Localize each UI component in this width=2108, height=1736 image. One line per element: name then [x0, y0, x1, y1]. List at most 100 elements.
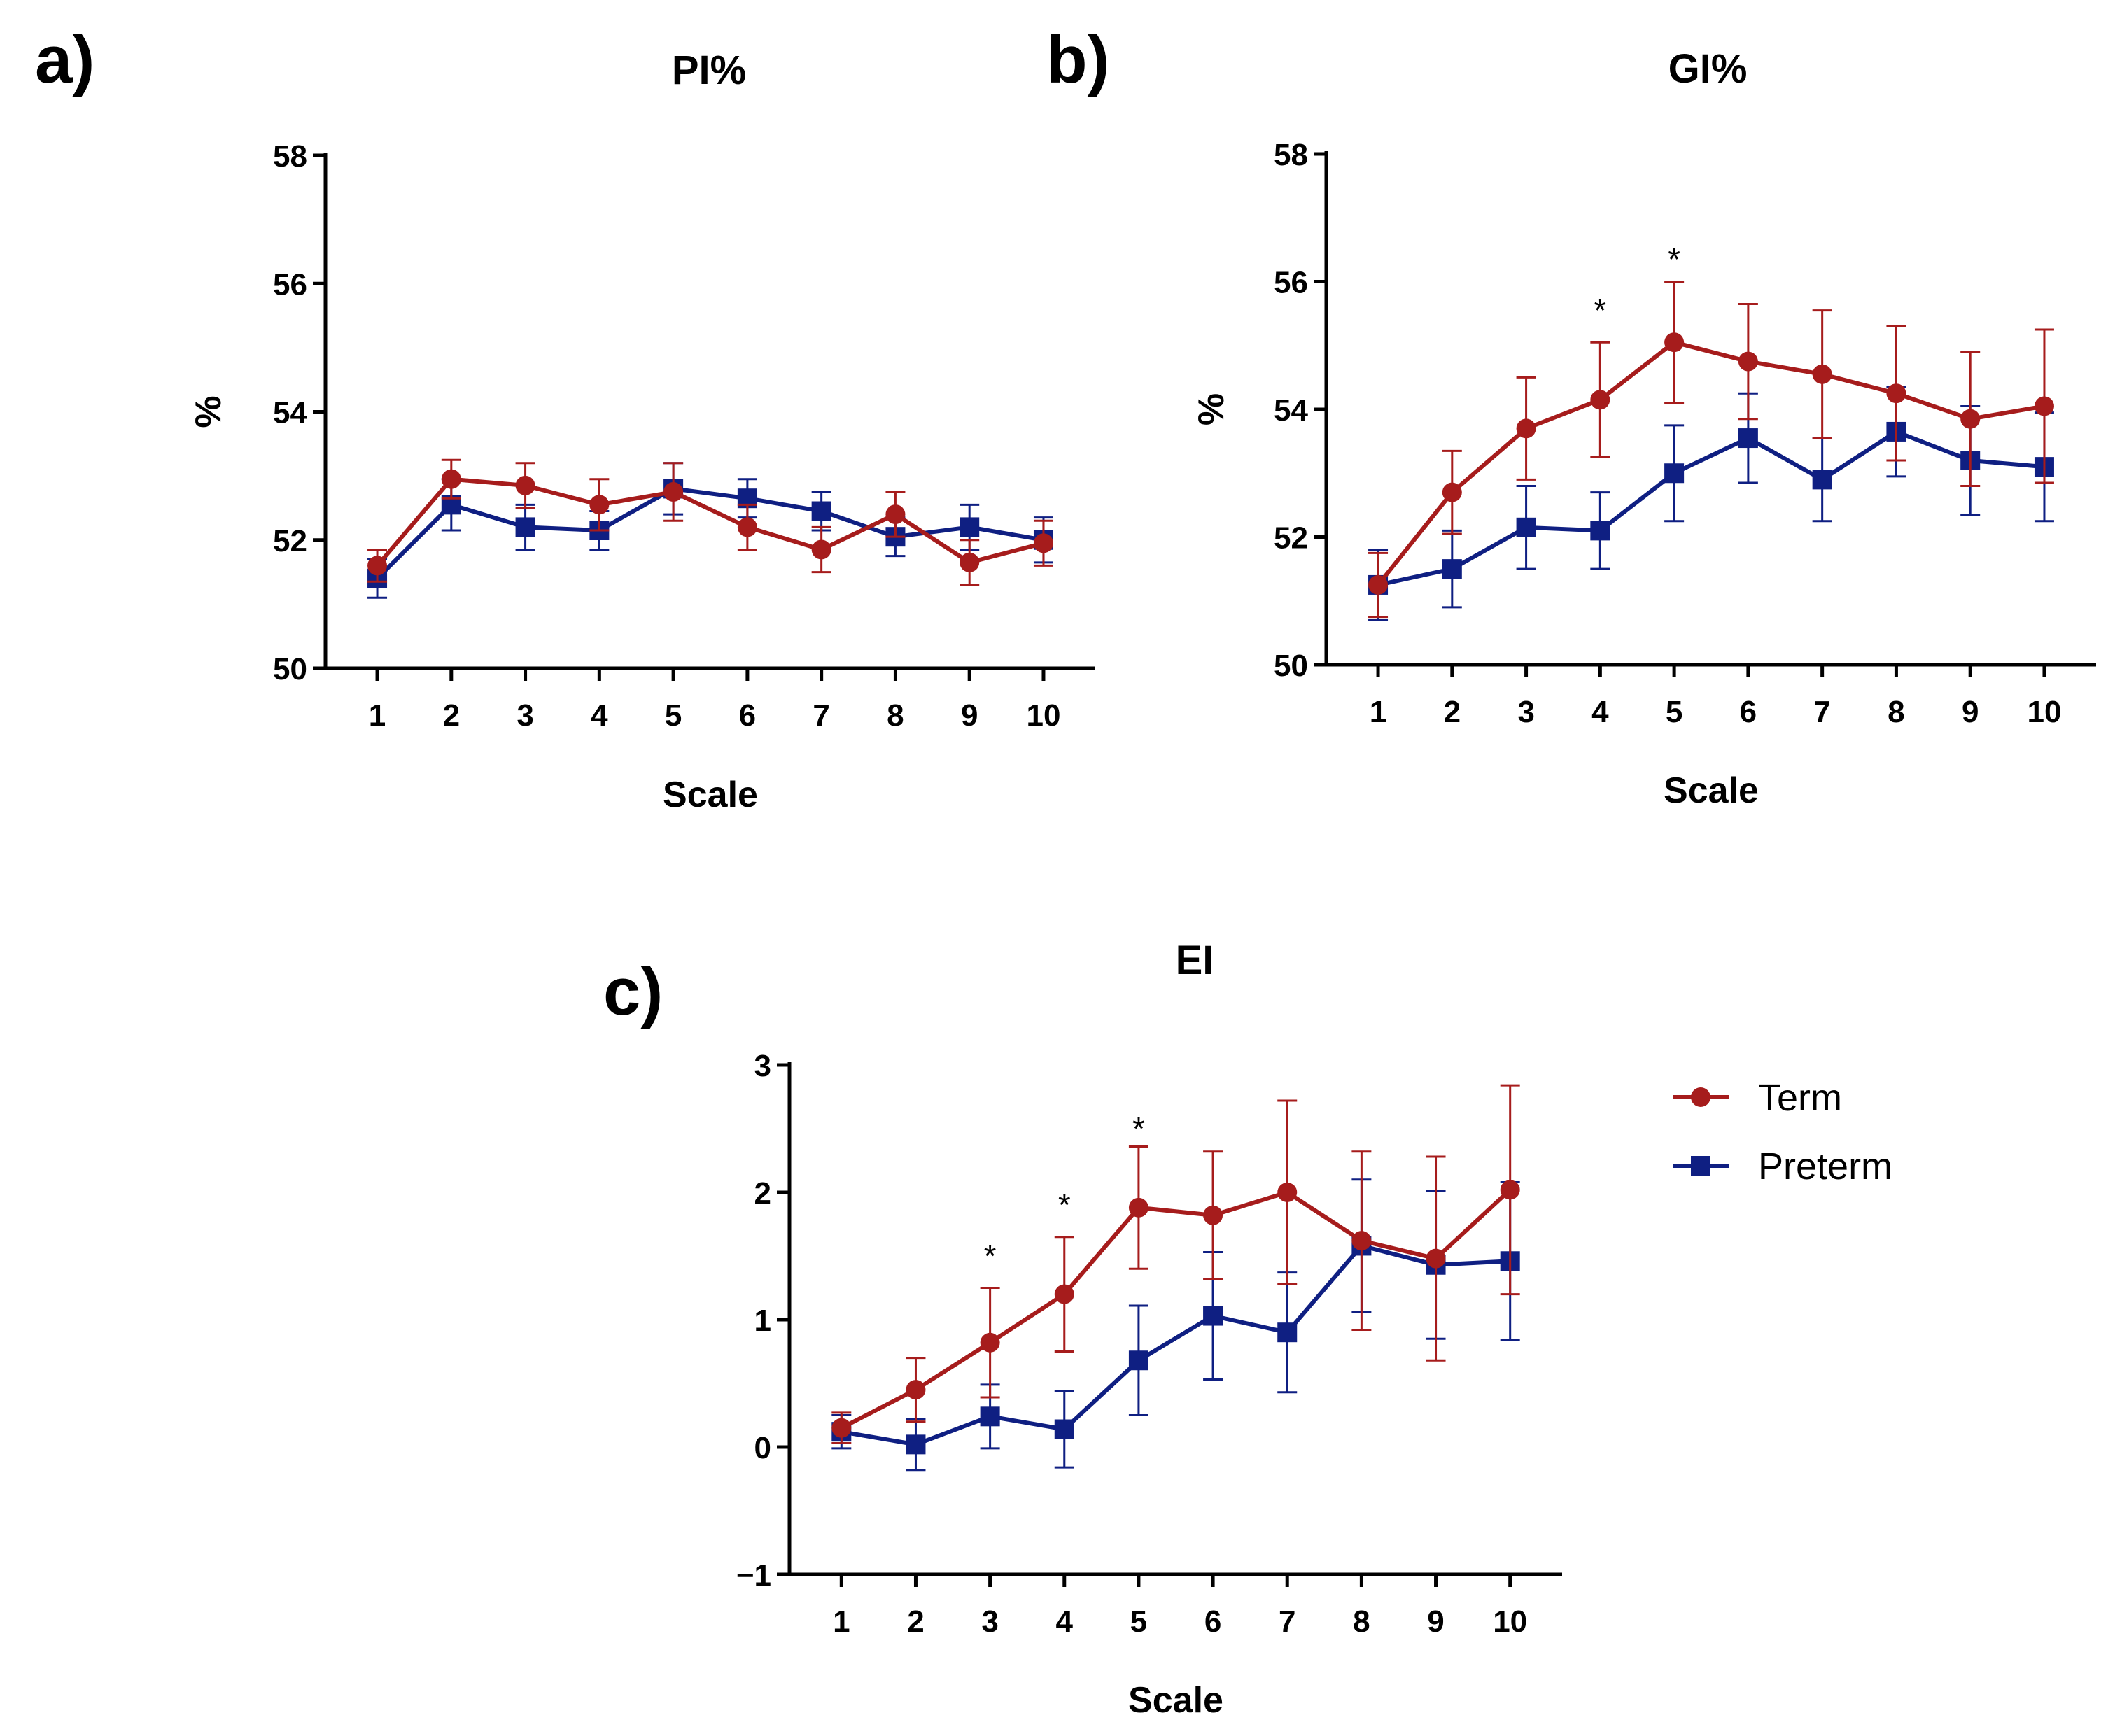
legend-label-preterm: Preterm: [1758, 1145, 1892, 1187]
y-tick-label-c: 3: [754, 1049, 771, 1083]
x-tick-label-c: 8: [1353, 1604, 1370, 1639]
data-point-preterm: [980, 1406, 1000, 1427]
series-line-term: [840, 1188, 1512, 1430]
series-line-term: [375, 477, 1044, 567]
chart-panel-c: c) EI −1 0 1 2 3 1 2 3 4 5 6 7 8 9 10 Scale * * *: [603, 938, 1562, 1721]
x-tick-label-c: 3: [981, 1604, 998, 1639]
x-tick-label-b: 4: [1591, 695, 1609, 729]
data-point-preterm: [811, 501, 831, 521]
x-axis-label-c: Scale: [1128, 1680, 1223, 1721]
data-point-term: [1203, 1205, 1223, 1225]
data-point-term: [1664, 332, 1685, 353]
series-preterm-b: [1368, 386, 2054, 621]
x-tick-label-a: 7: [813, 698, 829, 733]
significance-marker: *: [1058, 1187, 1071, 1223]
data-point-term: [1590, 390, 1610, 410]
data-point-term: [1351, 1231, 1372, 1251]
x-tick-label-a: 3: [517, 698, 533, 733]
panel-label-b: b): [1046, 22, 1110, 97]
y-tick-label-a: 50: [273, 652, 307, 686]
x-tick-label-c: 5: [1130, 1604, 1147, 1639]
data-point-term: [441, 469, 461, 489]
x-tick-label-c: 7: [1279, 1604, 1295, 1639]
data-point-term: [1738, 351, 1758, 372]
data-point-term: [885, 504, 906, 525]
series-line-term: [1376, 340, 2045, 586]
x-tick-label-b: 8: [1888, 695, 1904, 729]
data-point-term: [1054, 1284, 1074, 1304]
legend-marker-preterm: [1691, 1156, 1710, 1176]
data-point-term: [1886, 383, 1906, 404]
x-tick-label-c: 10: [1493, 1604, 1527, 1639]
data-point-preterm: [515, 517, 535, 537]
series-line-preterm: [375, 486, 1044, 580]
y-tick-label-c: 2: [754, 1176, 771, 1211]
data-point-term: [980, 1332, 1000, 1353]
data-point-term: [906, 1380, 926, 1400]
data-point-term: [737, 517, 757, 537]
x-tick-label-b: 3: [1517, 695, 1534, 729]
data-point-preterm: [1442, 559, 1462, 579]
x-tick-label-b: 5: [1666, 695, 1682, 729]
legend-label-term: Term: [1758, 1077, 1842, 1119]
data-point-term: [589, 495, 610, 515]
x-tick-label-a: 2: [443, 698, 460, 733]
y-tick-label-c: 1: [754, 1304, 771, 1338]
x-tick-label-a: 5: [665, 698, 682, 733]
x-tick-label-a: 9: [961, 698, 978, 733]
data-point-preterm: [960, 517, 980, 537]
data-point-preterm: [1203, 1306, 1223, 1326]
data-point-preterm: [1812, 470, 1832, 490]
data-point-term: [1033, 533, 1053, 553]
data-point-term: [1500, 1180, 1520, 1200]
y-tick-label-a: 58: [273, 139, 307, 174]
legend-marker-term: [1691, 1087, 1710, 1107]
chart-title-c: EI: [1176, 938, 1214, 983]
significance-marker: *: [1132, 1110, 1145, 1147]
y-tick-label-b: 56: [1274, 266, 1308, 300]
data-point-term: [811, 539, 831, 560]
data-point-term: [515, 475, 535, 495]
series-preterm-a: [367, 462, 1053, 599]
y-tick-label-b: 50: [1274, 649, 1308, 683]
data-point-preterm: [1738, 428, 1758, 449]
data-point-term: [1442, 482, 1462, 502]
y-axis-label-b: %: [1191, 393, 1232, 425]
y-tick-label-b: 54: [1274, 393, 1308, 428]
series-term-b: [1368, 281, 2054, 619]
data-point-term: [1128, 1197, 1148, 1218]
data-point-term: [1277, 1183, 1298, 1202]
x-tick-label-b: 10: [2027, 695, 2061, 729]
y-tick-label-a: 54: [273, 396, 307, 430]
series-term-a: [367, 458, 1053, 586]
significance-marker: *: [1594, 292, 1606, 329]
chart-title-a: PI%: [672, 48, 746, 93]
data-point-preterm: [1128, 1350, 1148, 1371]
y-tick-label-c: 0: [754, 1431, 771, 1465]
legend: Term Preterm: [1673, 1077, 1892, 1187]
x-tick-label-c: 1: [833, 1604, 850, 1639]
data-point-preterm: [1277, 1322, 1298, 1343]
data-point-preterm: [1516, 517, 1536, 537]
data-point-preterm: [1590, 521, 1610, 541]
y-tick-label-a: 52: [273, 524, 307, 558]
x-tick-label-a: 10: [1026, 698, 1060, 733]
x-tick-label-c: 4: [1056, 1604, 1074, 1639]
series-line-preterm: [1377, 429, 2045, 587]
x-tick-label-b: 1: [1370, 695, 1386, 729]
x-tick-label-b: 7: [1813, 695, 1830, 729]
data-point-term: [1368, 574, 1389, 595]
panel-label-a: a): [35, 22, 94, 97]
significance-marker: *: [984, 1238, 997, 1274]
chart-title-b: GI%: [1668, 46, 1748, 92]
data-point-term: [367, 556, 388, 576]
y-tick-label-a: 56: [273, 267, 307, 302]
series-line-preterm: [841, 1243, 1510, 1447]
x-tick-label-a: 1: [369, 698, 386, 733]
y-tick-label-b: 52: [1274, 521, 1308, 556]
